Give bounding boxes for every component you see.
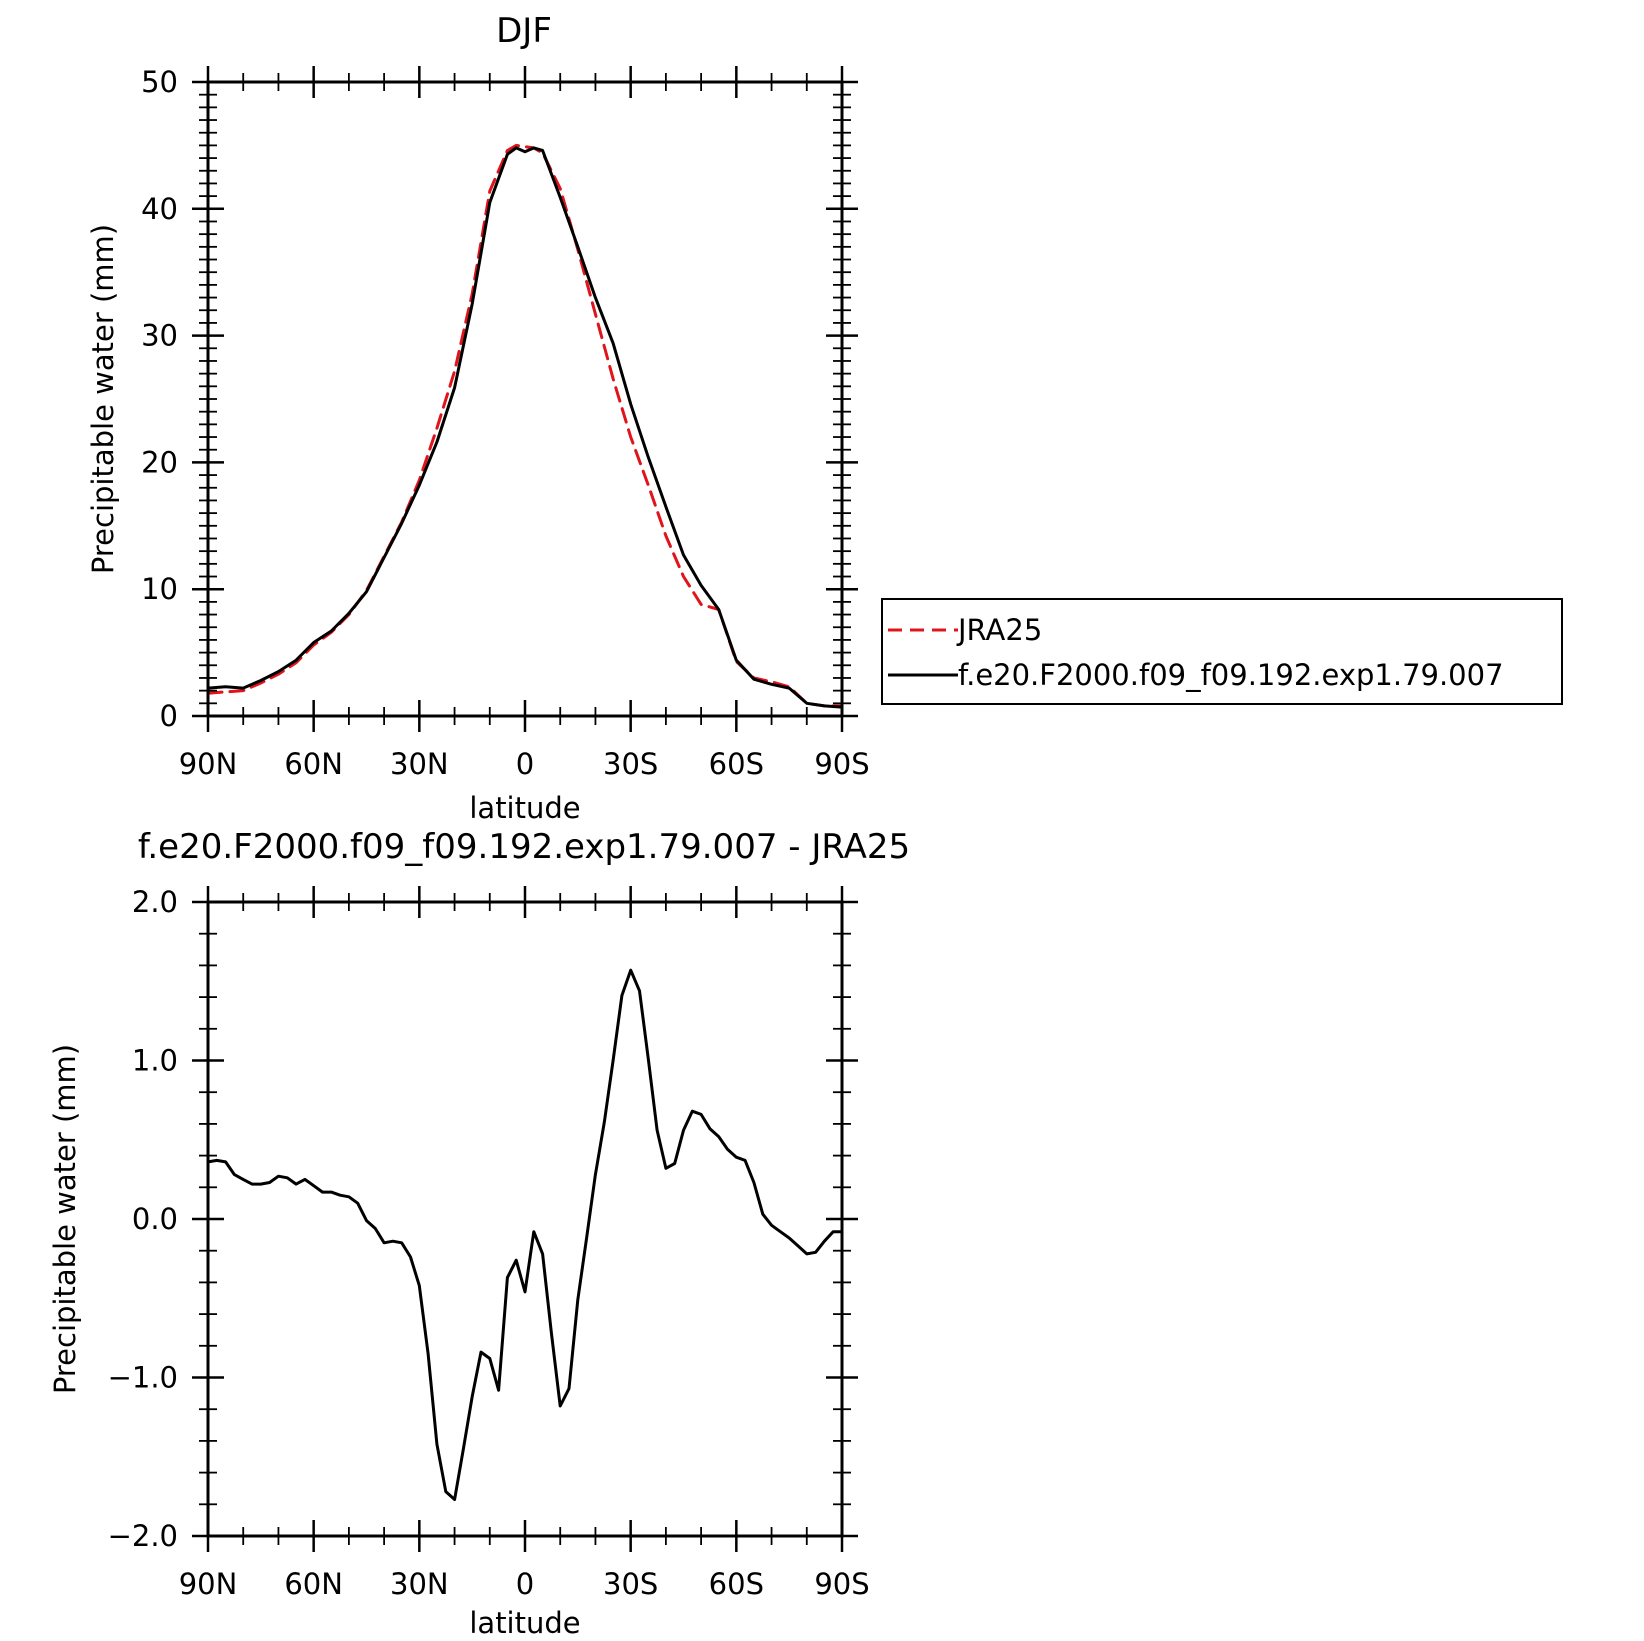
y-tick-label: 0.0 <box>132 1202 178 1236</box>
y-tick-label: 20 <box>141 445 178 479</box>
x-tick-label: 30N <box>390 747 449 781</box>
x-tick-label: 30S <box>603 747 658 781</box>
y-tick-label: 30 <box>141 319 178 353</box>
x-tick-label: 60N <box>284 1567 343 1601</box>
y-tick-label: 10 <box>141 572 178 606</box>
legend-label-jra25: JRA25 <box>956 613 1042 647</box>
legend: JRA25 f.e20.F2000.f09_f09.192.exp1.79.00… <box>881 598 1563 705</box>
x-tick-label: 30N <box>390 1567 449 1601</box>
x-tick-label: 60N <box>284 747 343 781</box>
y-tick-label: 40 <box>141 192 178 226</box>
y-tick-label: −1.0 <box>108 1361 178 1395</box>
y-axis-label: Precipitable water (mm) <box>48 1044 82 1394</box>
x-tick-label: 0 <box>516 1567 534 1601</box>
y-tick-label: 1.0 <box>132 1044 178 1078</box>
series-line-1 <box>206 146 844 709</box>
x-tick-label: 90N <box>179 1567 238 1601</box>
x-tick-label: 0 <box>516 747 534 781</box>
x-tick-label: 90N <box>179 747 238 781</box>
y-tick-label: 50 <box>141 65 178 99</box>
x-tick-label: 90S <box>814 747 869 781</box>
x-tick-label: 90S <box>814 1567 869 1601</box>
y-tick-label: −2.0 <box>108 1519 178 1553</box>
y-tick-label: 2.0 <box>132 885 178 919</box>
panel-title: DJF <box>496 11 552 51</box>
x-tick-label: 60S <box>709 747 764 781</box>
panel-title: f.e20.F2000.f09_f09.192.exp1.79.007 - JR… <box>138 827 910 867</box>
x-axis-label: latitude <box>469 1606 580 1640</box>
x-tick-label: 60S <box>709 1567 764 1601</box>
y-axis-label: Precipitable water (mm) <box>86 224 120 574</box>
panel-difference: f.e20.F2000.f09_f09.192.exp1.79.007 - JR… <box>48 827 910 1640</box>
y-tick-label: 0 <box>160 699 178 733</box>
series-line-0 <box>206 968 844 1501</box>
x-tick-label: 30S <box>603 1567 658 1601</box>
panel-climatology: DJF 90N 60N 30N 0 30S 60S 90S 0 10 20 30 40 50 Preci… <box>86 11 1563 825</box>
legend-box <box>881 598 1563 705</box>
legend-label-model: f.e20.F2000.f09_f09.192.exp1.79.007 <box>958 658 1504 692</box>
x-axis-label: latitude <box>469 791 580 825</box>
